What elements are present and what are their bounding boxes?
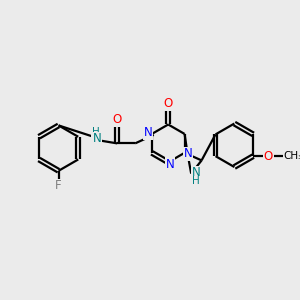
Text: N: N <box>191 166 200 179</box>
Text: N: N <box>184 147 193 160</box>
Text: CH₃: CH₃ <box>283 151 300 161</box>
Text: O: O <box>264 150 273 163</box>
Text: N: N <box>166 158 175 171</box>
Text: H: H <box>92 127 99 137</box>
Text: N: N <box>93 132 102 145</box>
Text: O: O <box>164 97 173 110</box>
Text: F: F <box>55 179 62 192</box>
Text: N: N <box>144 127 152 140</box>
Text: O: O <box>112 113 122 126</box>
Text: H: H <box>192 176 200 186</box>
